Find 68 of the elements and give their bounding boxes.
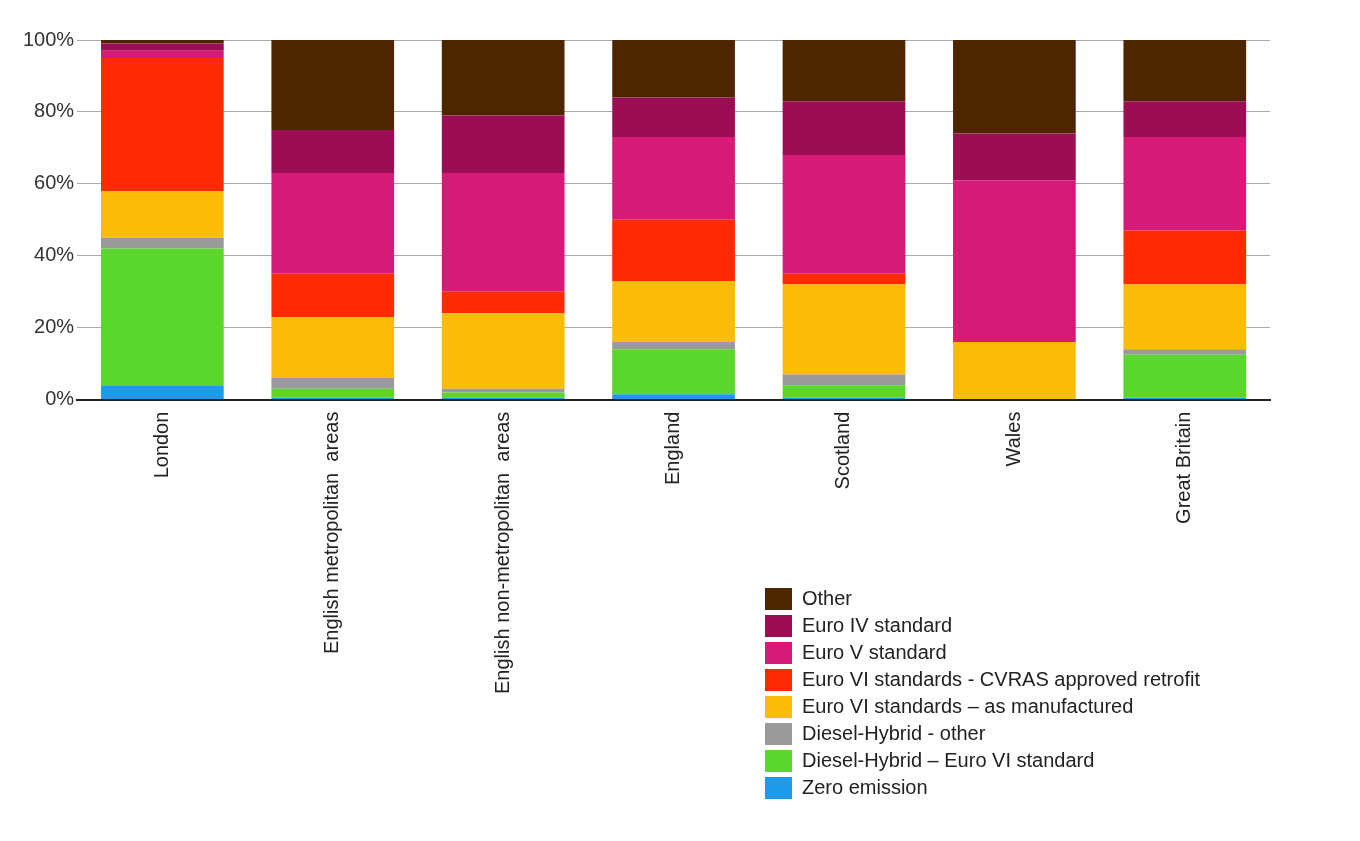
bar [953, 342, 1076, 400]
bar [441, 40, 565, 116]
bar [271, 273, 395, 317]
bar [782, 40, 906, 102]
y-tick-label: 100% [23, 27, 75, 50]
y-tick-label: 20% [34, 315, 75, 338]
bar [612, 40, 735, 98]
y-tick-label: 0% [45, 387, 75, 410]
bar [953, 133, 1076, 181]
bar [612, 394, 735, 400]
x-tick-label: London [149, 411, 172, 479]
bar [782, 385, 906, 398]
bar [782, 101, 906, 156]
bar [271, 40, 395, 130]
x-tick-label: English metropolitan areas [320, 411, 343, 654]
bar [953, 40, 1076, 134]
bar [782, 374, 906, 386]
legend-label: Euro VI standards - CVRAS approved retrofit [802, 668, 1200, 691]
x-tick-label: Scotland [831, 411, 854, 490]
legend-label: Diesel-Hybrid - other [802, 722, 986, 745]
bar [101, 40, 224, 44]
bar [1123, 230, 1247, 285]
legend-label: Euro IV standard [802, 614, 953, 637]
bar [101, 50, 224, 58]
bar [612, 280, 735, 343]
bar [782, 284, 906, 375]
bar [782, 155, 906, 274]
x-tick-label: Wales [1001, 411, 1024, 467]
bar [101, 43, 224, 51]
bar [1123, 284, 1247, 350]
bar [782, 273, 906, 285]
legend-label: Other [802, 587, 853, 610]
bar [612, 349, 735, 395]
legend-label: Euro VI standards – as manufactured [802, 695, 1134, 718]
bar [612, 219, 735, 281]
bar [1123, 137, 1247, 231]
bar [1123, 101, 1247, 138]
bar [612, 97, 735, 138]
bar [441, 115, 565, 174]
bar [612, 137, 735, 220]
bar [612, 342, 735, 350]
bar [271, 388, 395, 398]
bar [271, 378, 395, 389]
bar [101, 248, 224, 386]
bar [441, 291, 565, 314]
bar [101, 191, 224, 238]
legend-label: Zero emission [802, 776, 928, 799]
bar [1123, 40, 1247, 102]
bar [1123, 349, 1247, 355]
x-tick-label: Great Britain [1172, 411, 1195, 524]
bar [1123, 354, 1247, 398]
legend-label: Euro V standard [802, 641, 947, 664]
x-tick-label: England [661, 411, 684, 486]
y-tick-label: 40% [34, 243, 75, 266]
bar [101, 385, 224, 400]
bar [271, 129, 395, 174]
bar [441, 392, 565, 398]
x-tick-label: English non-metropolitan areas [490, 411, 513, 695]
bar [271, 173, 395, 274]
bar [441, 173, 565, 292]
bar [101, 57, 224, 192]
legend-label: Diesel-Hybrid – Euro VI standard [802, 749, 1095, 772]
bar [101, 237, 224, 249]
bar [953, 180, 1076, 343]
y-tick-label: 60% [34, 171, 75, 194]
bar [441, 313, 565, 389]
y-tick-label: 80% [34, 99, 75, 122]
bar [271, 316, 395, 379]
